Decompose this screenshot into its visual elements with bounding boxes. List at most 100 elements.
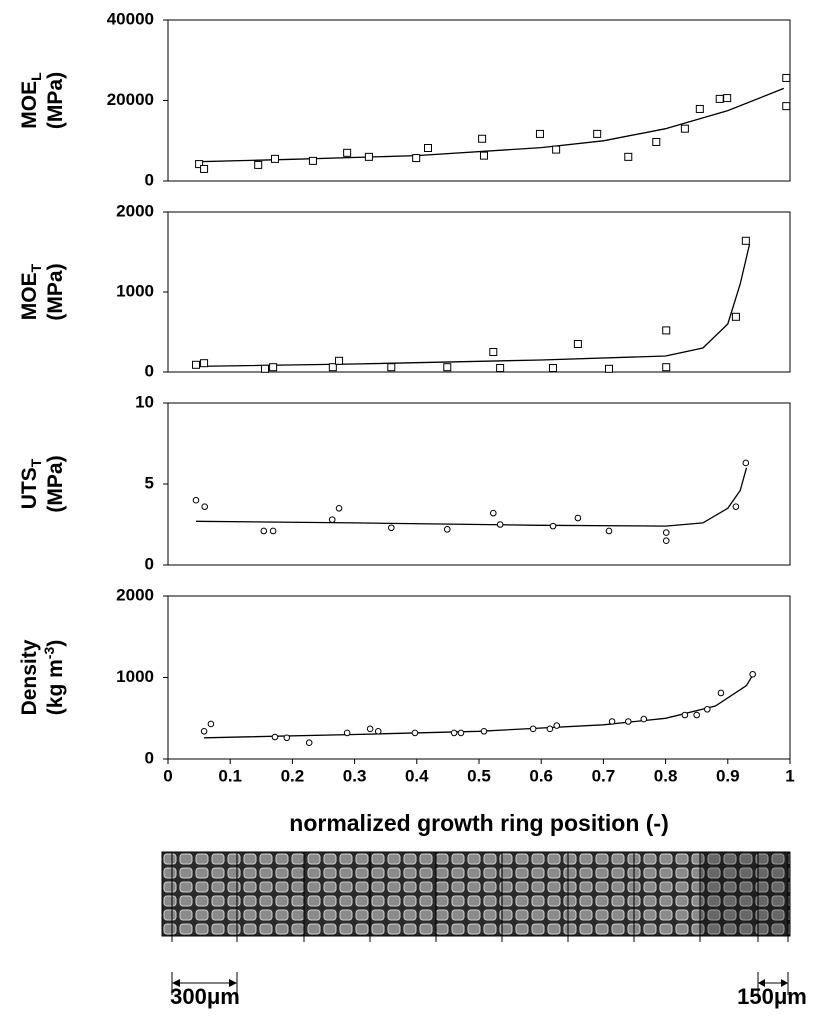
point [695, 104, 704, 113]
point [335, 505, 343, 512]
y-unit-sup: -3 [41, 647, 57, 660]
point [192, 496, 200, 504]
y-axis-unit: (MPa) [44, 263, 67, 320]
point [605, 527, 613, 535]
point [681, 711, 689, 719]
y-label-sub: T [28, 263, 44, 272]
point [546, 725, 554, 733]
point [195, 160, 204, 169]
y-axis-unit: (MPa) [44, 72, 67, 129]
point [261, 364, 270, 373]
x-tick-label: 0.4 [405, 766, 429, 785]
y-axis-unit: (kg m-3) [41, 640, 67, 715]
x-tick-label: 0.3 [343, 766, 367, 785]
plot-frame [167, 211, 791, 373]
scale-label: 300μm [170, 984, 240, 1009]
point [742, 459, 750, 467]
point [269, 527, 277, 535]
y-axis-label: MOEL [18, 72, 44, 129]
y-tick-label: 20000 [107, 90, 154, 109]
point [305, 739, 313, 747]
scale-label: 150μm [737, 984, 807, 1009]
point [593, 129, 602, 138]
point [574, 514, 582, 522]
y-label-text: MOE [18, 81, 41, 129]
point [308, 156, 317, 165]
point [270, 154, 279, 163]
point [573, 340, 582, 348]
point [207, 720, 215, 728]
point [535, 129, 544, 138]
point [283, 734, 291, 742]
point [328, 516, 336, 523]
point [553, 722, 561, 729]
point [200, 164, 209, 173]
y-unit-text: (MPa) [44, 263, 67, 320]
y-label-text: MOE [18, 272, 41, 320]
y-tick-label: 1000 [116, 667, 154, 686]
point [608, 718, 616, 725]
y-tick-label: 10 [135, 392, 154, 411]
y-unit-text: (kg m [44, 659, 67, 715]
point [450, 729, 458, 737]
point [480, 727, 488, 735]
point [490, 509, 497, 517]
point [549, 522, 557, 530]
point [604, 364, 613, 373]
y-tick-label: 40000 [107, 9, 154, 28]
point [328, 363, 337, 372]
y-axis-label: MOET [18, 263, 44, 320]
point [549, 364, 558, 372]
fit-curve [204, 674, 754, 739]
x-tick-label: 1 [785, 766, 794, 785]
plot-frame [167, 595, 791, 760]
point [478, 134, 487, 143]
x-axis-label: normalized growth ring position (-) [289, 810, 668, 836]
point [387, 363, 396, 372]
point [782, 73, 791, 82]
point [529, 725, 537, 733]
y-label-text: UTS [18, 467, 41, 509]
point [489, 348, 498, 356]
point [457, 729, 465, 737]
y-unit-text: (MPa) [44, 72, 67, 129]
point [254, 160, 263, 169]
point [271, 733, 279, 741]
x-tick-label: 0.2 [281, 766, 305, 785]
point [191, 360, 200, 369]
y-label-text: Density [18, 639, 41, 715]
plot-frame [167, 402, 791, 566]
point [624, 718, 632, 725]
y-tick-label: 1000 [116, 281, 154, 300]
y-tick-label: 0 [145, 170, 154, 189]
point [693, 711, 701, 719]
y-tick-label: 2000 [116, 585, 154, 604]
point [652, 137, 661, 146]
fit-curve [195, 243, 751, 368]
x-tick-label: 0.8 [654, 766, 678, 785]
point [423, 143, 432, 152]
y-axis-unit: (MPa) [44, 455, 67, 512]
point [749, 670, 756, 678]
y-label-sub: T [28, 458, 44, 467]
point [731, 312, 740, 321]
point [374, 727, 382, 735]
fit-curve [199, 87, 785, 163]
x-tick-label: 0.5 [467, 766, 491, 785]
y-axis-label: UTST [18, 458, 44, 509]
y-tick-label: 0 [145, 361, 154, 380]
point [343, 148, 352, 157]
fit-curve [195, 467, 748, 527]
point [479, 151, 488, 160]
point [640, 715, 648, 723]
point [412, 154, 421, 163]
x-tick-label: 0.6 [529, 766, 553, 785]
point [717, 689, 725, 697]
x-tick-label: 0 [163, 766, 172, 785]
y-unit-text: (MPa) [44, 455, 67, 512]
plot-frame [167, 19, 791, 182]
point [496, 364, 505, 372]
y-tick-label: 2000 [116, 201, 154, 220]
y-tick-label: 0 [145, 748, 154, 767]
